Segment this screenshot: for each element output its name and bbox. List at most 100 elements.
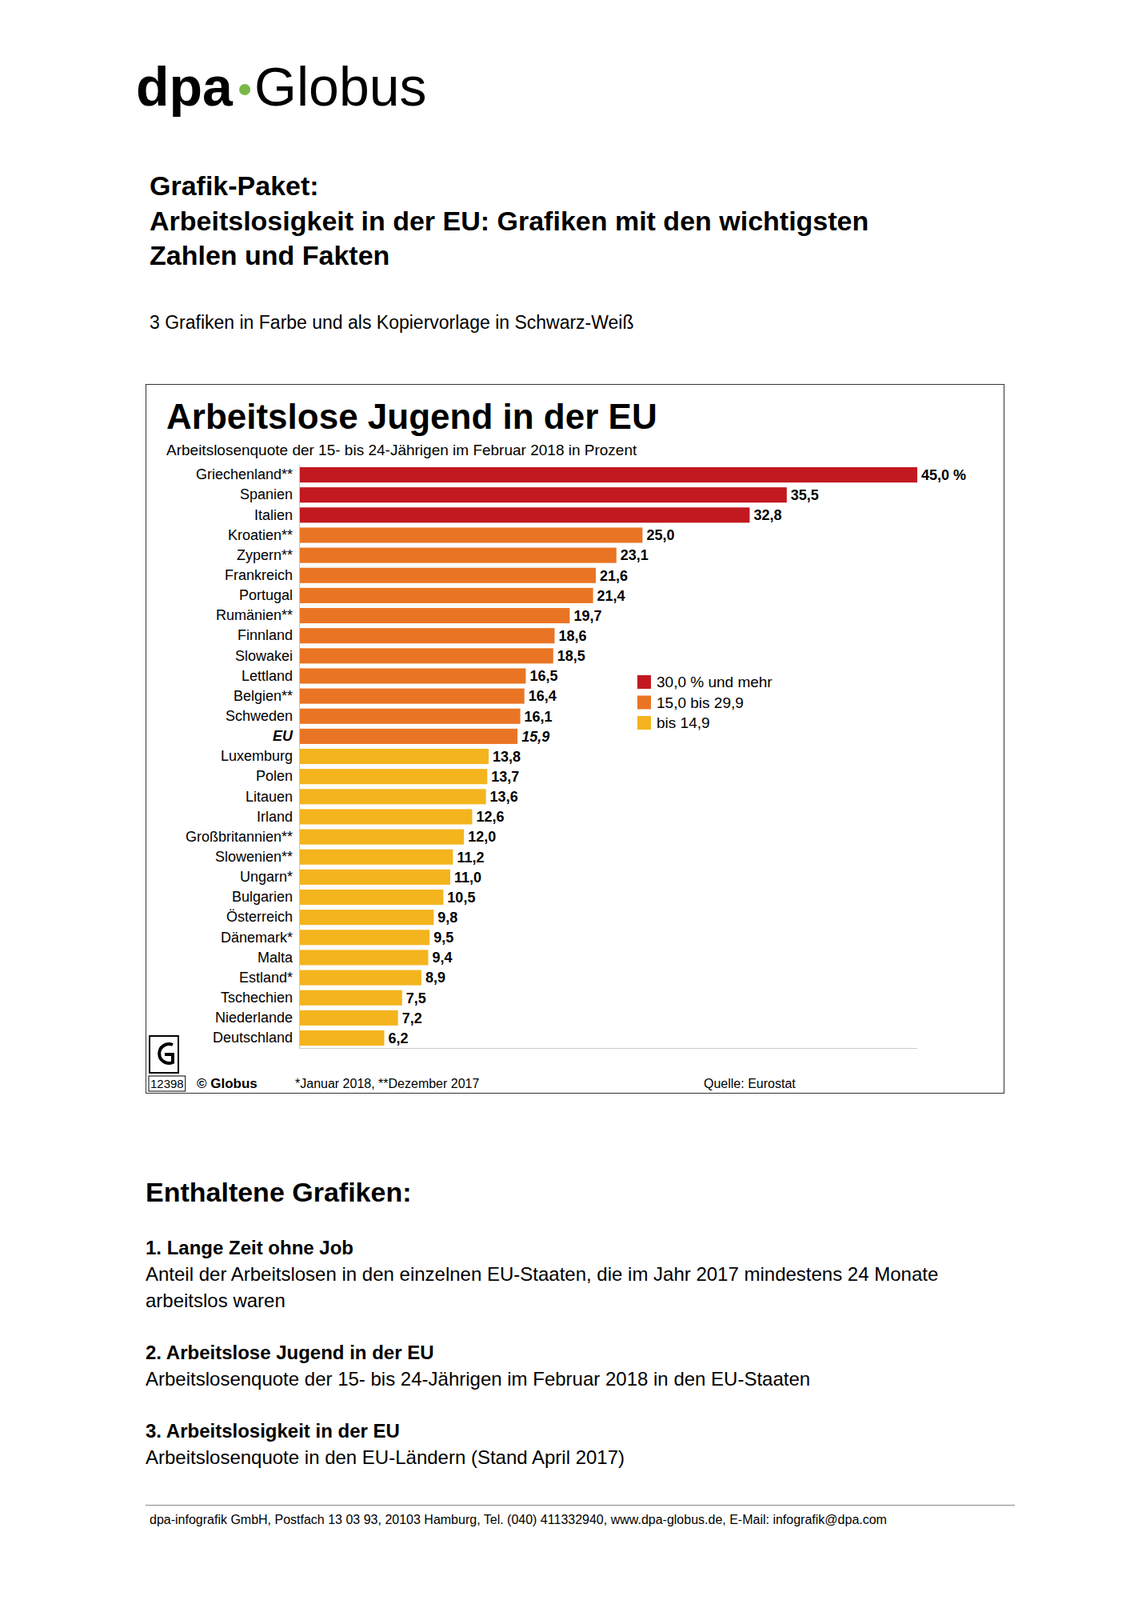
data-label: 18,6 xyxy=(559,627,587,644)
data-label: 9,5 xyxy=(433,929,454,946)
data-labels: 45,0 %35,532,825,023,121,621,419,718,618… xyxy=(388,467,967,1047)
bar xyxy=(299,728,518,744)
data-label: 7,2 xyxy=(402,1010,423,1027)
item-description: Arbeitslosenquote in den EU-Ländern (Sta… xyxy=(145,1443,1014,1470)
contents-list: 1. Lange Zeit ohne JobAnteil der Arbeits… xyxy=(145,1233,1014,1496)
legend-label: 30,0 % und mehr xyxy=(656,673,773,691)
category-label: Finnland xyxy=(237,626,293,643)
bar xyxy=(299,849,453,865)
logo-dot xyxy=(239,83,251,96)
data-label: 13,7 xyxy=(491,768,520,785)
y-tick: Finnland xyxy=(237,626,293,643)
y-tick: Slowakei xyxy=(235,647,293,664)
y-tick: Deutschland xyxy=(212,1029,293,1046)
data-label: 12,0 xyxy=(467,828,496,845)
bar xyxy=(299,990,403,1006)
category-label: Ungarn* xyxy=(239,868,293,885)
data-label: 16,1 xyxy=(524,708,553,725)
bar xyxy=(299,970,422,986)
graphic-number: 12398 xyxy=(150,1076,184,1091)
y-tick: Großbritannien** xyxy=(185,828,293,845)
data-label: 9,4 xyxy=(431,949,452,966)
category-label: Kroatien** xyxy=(227,527,293,544)
y-tick: Ungarn* xyxy=(239,868,293,885)
y-tick: Portugal xyxy=(239,586,293,603)
category-label: Niederlande xyxy=(215,1009,293,1026)
icon-frame xyxy=(149,1035,179,1073)
globus-icon xyxy=(149,1035,179,1073)
category-label: Polen xyxy=(255,767,293,784)
contents-heading: Enthaltene Grafiken: xyxy=(145,1174,412,1210)
logo-globus: Globus xyxy=(254,55,427,117)
bar xyxy=(299,829,464,845)
chart: Arbeitslose Jugend in der EUArbeitslosen… xyxy=(145,383,1005,1094)
data-label: 13,8 xyxy=(492,748,521,765)
category-label: Rumänien** xyxy=(215,606,293,623)
bar xyxy=(299,527,643,543)
y-tick: Tschechien xyxy=(220,989,293,1006)
chart-frame xyxy=(146,384,1005,1094)
y-tick: Griechenland** xyxy=(195,466,293,483)
header-label: Grafik-Paket: xyxy=(149,168,320,204)
data-label: 32,8 xyxy=(753,507,782,524)
bar xyxy=(299,1030,385,1046)
category-label: Dänemark* xyxy=(220,929,293,946)
credit: © Globus xyxy=(196,1075,258,1091)
contents-item: 2. Arbeitslose Jugend in der EUArbeitslo… xyxy=(145,1338,1014,1392)
bar xyxy=(299,909,434,925)
category-label: Griechenland** xyxy=(195,466,293,483)
data-label: 11,0 xyxy=(454,869,482,886)
contents-item: 3. Arbeitslosigkeit in der EUArbeitslose… xyxy=(145,1417,1014,1470)
x-axis xyxy=(299,1047,919,1049)
y-tick: Österreich xyxy=(226,908,293,925)
y-tick: Rumänien** xyxy=(215,606,293,623)
data-label: 6,2 xyxy=(388,1030,409,1047)
category-label: Slowakei xyxy=(235,647,293,664)
legend-swatch xyxy=(637,715,651,730)
data-label: 7,5 xyxy=(406,990,427,1007)
header-subtitle: 3 Grafiken in Farbe und als Kopiervorlag… xyxy=(149,311,635,334)
category-label: Litauen xyxy=(245,788,293,805)
y-tick: Zypern** xyxy=(236,547,293,564)
bar xyxy=(299,808,472,824)
bar xyxy=(299,1010,399,1026)
bar xyxy=(299,667,526,683)
data-label: 8,9 xyxy=(425,969,446,986)
legend: 30,0 % und mehr15,0 bis 29,9bis 14,9 xyxy=(637,673,773,731)
y-tick: Luxemburg xyxy=(220,747,293,764)
y-tick: Irland xyxy=(256,808,293,825)
logo: dpaGlobus xyxy=(0,0,560,136)
data-label: 13,6 xyxy=(490,788,519,805)
bar xyxy=(299,748,489,764)
data-label: 16,4 xyxy=(528,687,557,704)
y-tick: Frankreich xyxy=(224,566,293,583)
item-description: Arbeitslosenquote der 15- bis 24-Jährige… xyxy=(145,1365,1014,1392)
category-label: Spanien xyxy=(239,486,293,503)
category-label: Irland xyxy=(256,808,293,825)
bar xyxy=(299,547,617,564)
y-tick: Estland* xyxy=(239,969,293,986)
item-title: 1. Lange Zeit ohne Job xyxy=(145,1233,1014,1261)
category-label: Malta xyxy=(257,949,294,966)
y-tick: Spanien xyxy=(239,486,293,503)
item-title: 2. Arbeitslose Jugend in der EU xyxy=(145,1338,1014,1366)
category-label: Österreich xyxy=(226,908,293,925)
contents-item: 1. Lange Zeit ohne JobAnteil der Arbeits… xyxy=(145,1233,1014,1314)
category-label: EU xyxy=(272,727,294,744)
category-label: Estland* xyxy=(239,969,293,986)
data-label: 12,6 xyxy=(475,808,504,825)
graphic-number-box xyxy=(148,1075,186,1091)
data-label: 21,6 xyxy=(599,567,628,584)
chart-title: Arbeitslose Jugend in der EU xyxy=(166,396,658,436)
bar xyxy=(299,587,594,603)
category-label: Belgien** xyxy=(233,687,293,704)
bar xyxy=(299,869,451,885)
data-label: 45,0 % xyxy=(921,467,967,484)
bar xyxy=(299,688,525,704)
header-title: Arbeitslosigkeit in der EU: Grafiken mit… xyxy=(149,203,958,273)
data-label: 15,9 xyxy=(521,728,550,745)
category-label: Zypern** xyxy=(236,547,293,564)
y-tick: Niederlande xyxy=(215,1009,293,1026)
y-tick: EU xyxy=(272,727,294,744)
data-label: 23,1 xyxy=(620,547,649,564)
